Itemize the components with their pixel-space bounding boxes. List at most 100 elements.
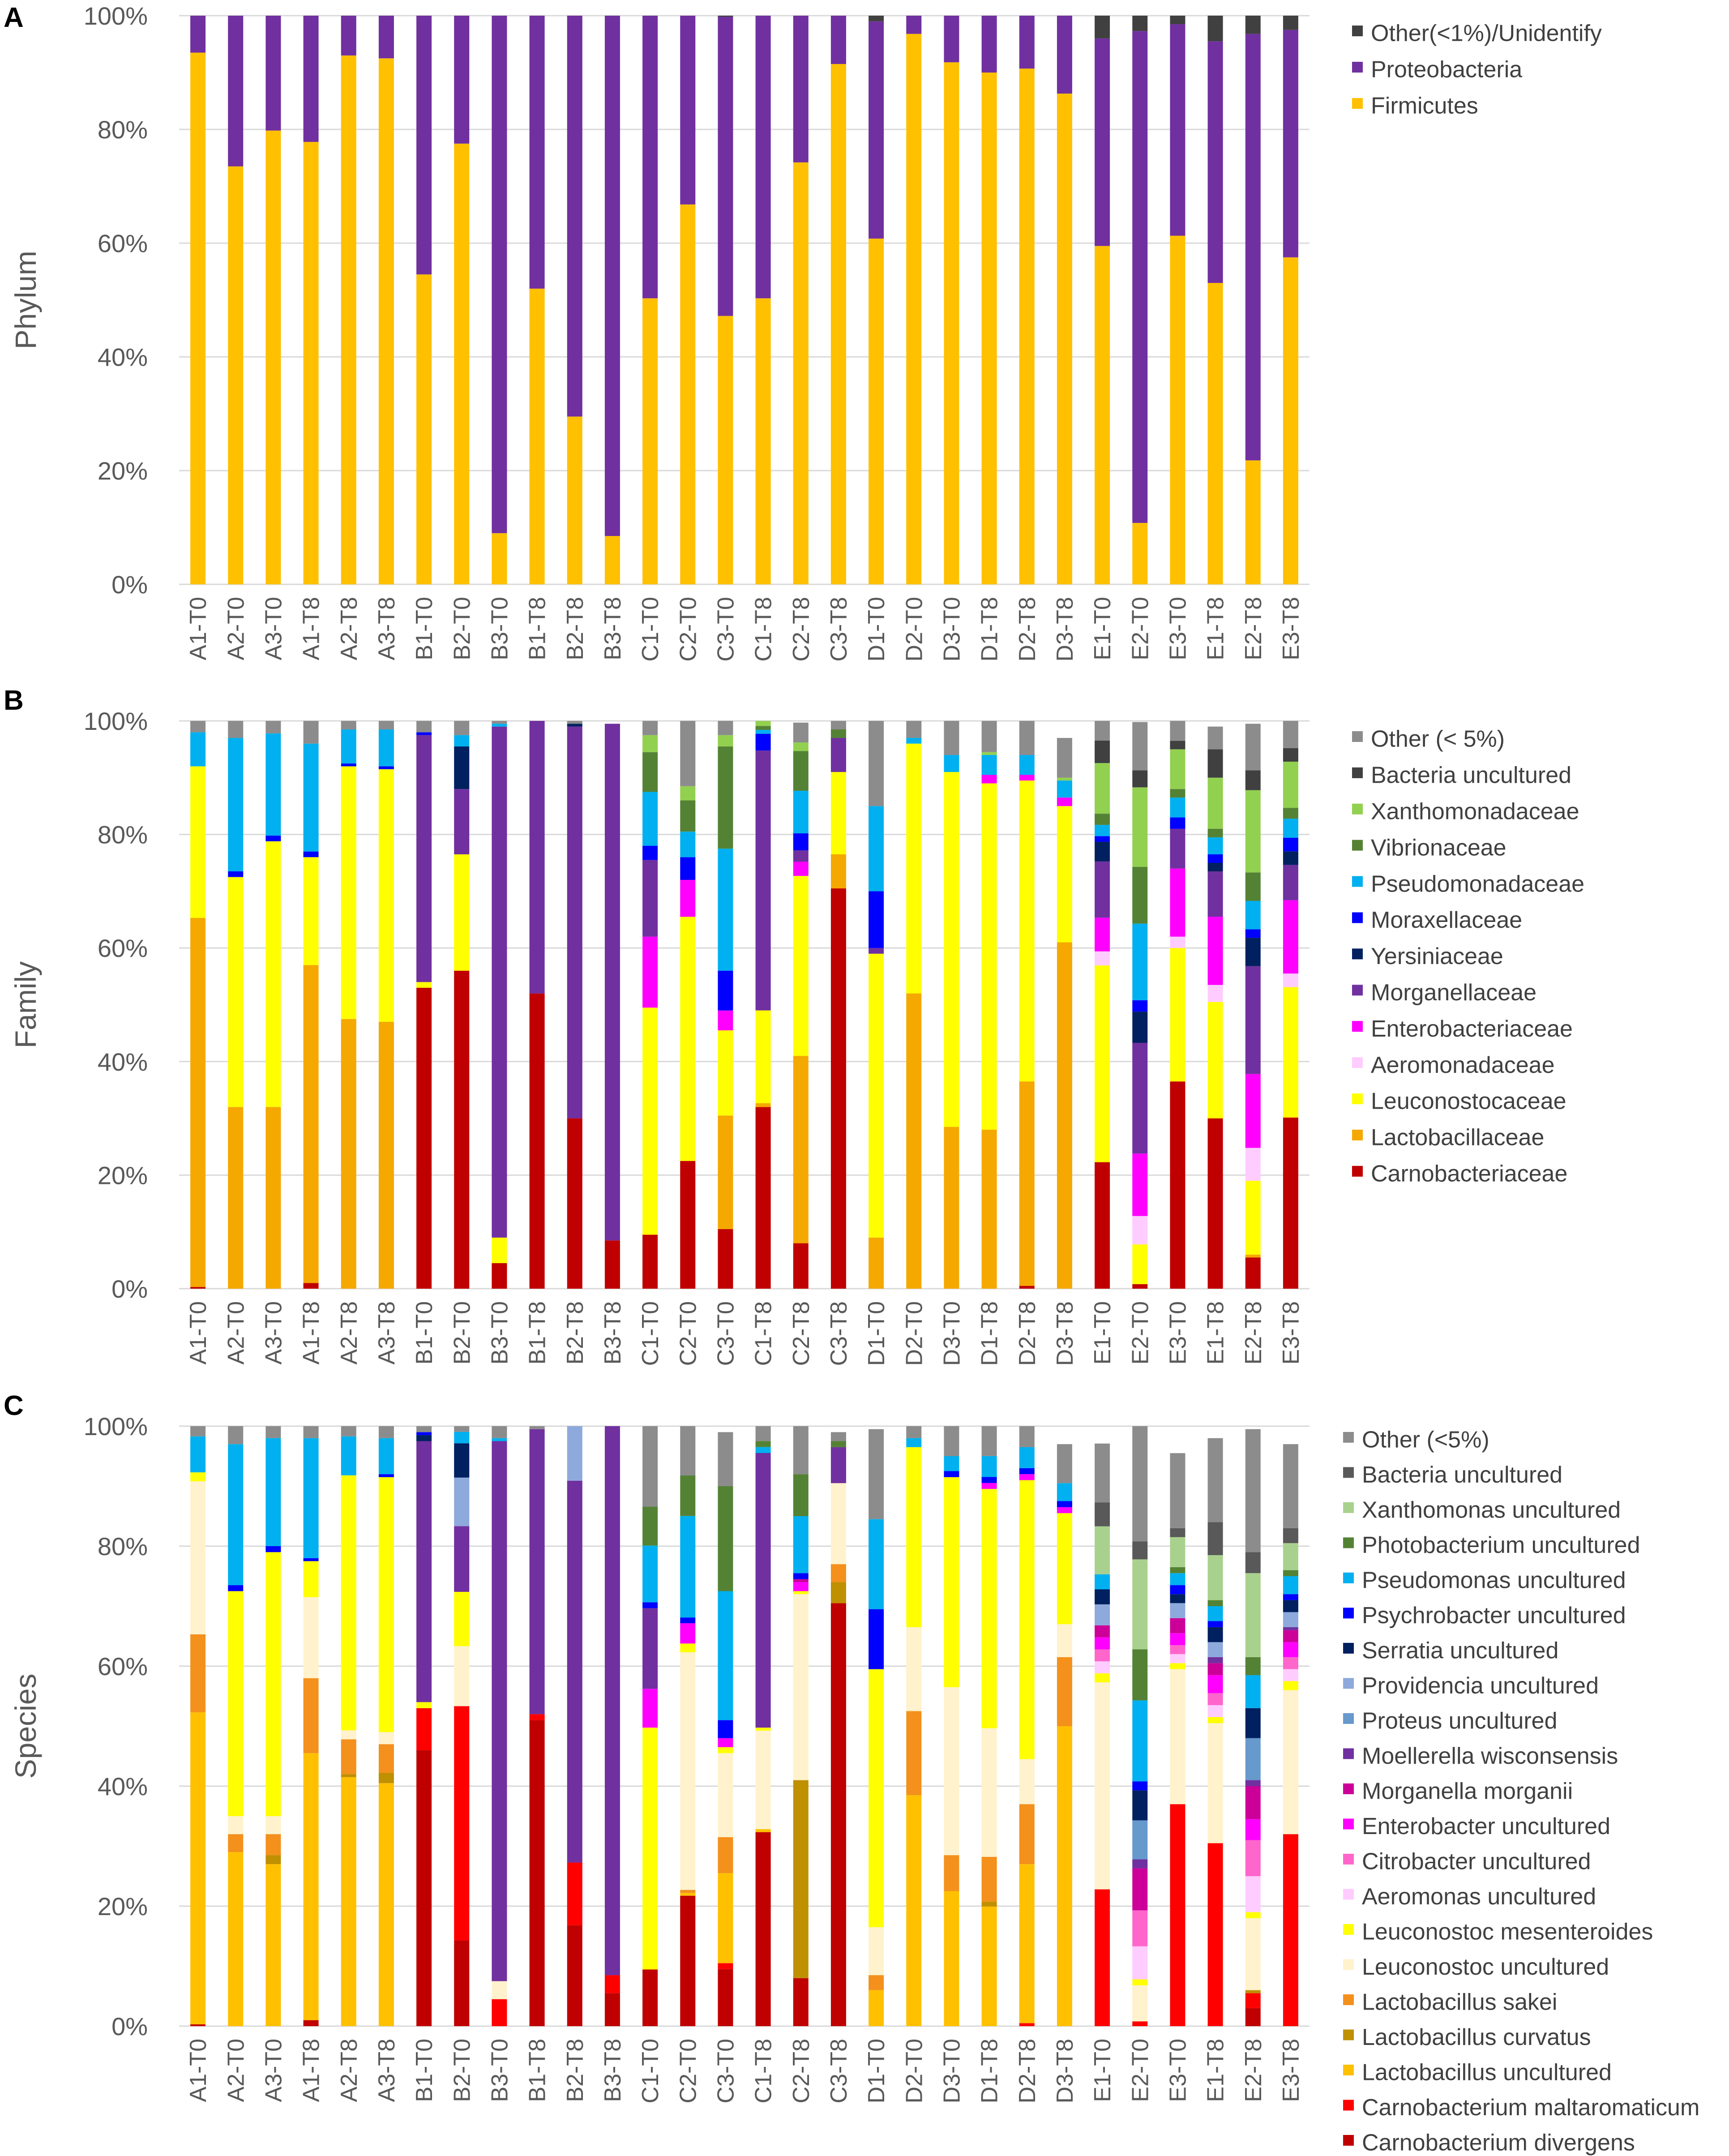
bar-segment [1132,1012,1148,1043]
bar-segment [1132,1244,1148,1284]
bar-segment [1132,523,1148,584]
bar-segment [228,1426,244,1444]
bar-segment [642,792,658,846]
bar-segment [378,721,394,730]
bar-segment [378,729,394,767]
bar-segment [341,1436,356,1475]
bar-segment [1019,755,1035,775]
legend: Other (<5%) Bacteria uncultured Xanthomona… [1343,1427,1699,2156]
legend-label: Other(<1%)/Unidentify [1371,21,1602,47]
bar-segment [1132,1820,1148,1860]
bar-segment [793,833,809,851]
bar-segment [718,1738,733,1747]
bar-segment [1132,1781,1148,1791]
legend-swatch [1343,2100,1354,2111]
bar-segment [303,1561,319,1597]
bar-segment [718,1486,733,1591]
x-tick-label: C3-T0 [713,2039,739,2103]
bar-segment [1170,868,1185,937]
bar-segment [529,1429,545,1715]
bar-segment [869,1609,884,1669]
bar-segment [718,1010,733,1031]
bar-segment [830,721,846,730]
bar-segment [1245,1429,1261,1552]
bar-segment [755,1426,771,1441]
bar-segment [1170,948,1185,1082]
bar-segment [1245,1993,1261,2008]
bar-segment [454,746,470,789]
bar-segment [1170,24,1185,236]
bar-segment [567,1862,582,1925]
bar-segment [642,845,658,860]
bar-segment [190,1481,206,1634]
bar-segment [303,851,319,857]
bar-segment [1207,1663,1223,1676]
x-tick-label: E1-T0 [1090,2039,1116,2102]
bar-segment [341,1426,356,1436]
bar-segment [303,743,319,852]
bar-segment [341,1739,356,1775]
bar-segment [755,1731,771,1829]
bar-segment [755,1107,771,1289]
bar-segment [228,1107,244,1289]
bar-segment [454,735,470,747]
bar-segment [793,1594,809,1780]
x-tick-label: D3-T8 [1052,597,1078,661]
bar-segment [1057,1726,1072,2026]
bar-segment [1132,1700,1148,1782]
bar-segment [906,34,922,584]
bar-segment [1207,1522,1223,1556]
bar-segment [1095,1604,1110,1625]
bar-segment [1207,1705,1223,1717]
bar-segment [642,1608,658,1689]
x-tick-label: B2-T8 [562,597,588,660]
x-tick-label: D2-T0 [901,1301,927,1366]
bar-segment [944,721,959,755]
legend-label: Lactobacillus uncultured [1362,2060,1612,2086]
bar-segment [228,1852,244,2026]
legend-label: Xanthomonas uncultured [1362,1497,1621,1523]
bar-segment [567,16,582,417]
legend-label: Photobacterium uncultured [1362,1532,1640,1558]
bar-segment [830,729,846,738]
x-tick-label: E1-T8 [1203,1301,1229,1365]
bar-segment [944,16,959,63]
bar-segment [755,729,771,734]
bar-segment [1245,1254,1261,1258]
x-tick-label: A2-T8 [336,597,362,660]
bar-segment [869,1975,884,1990]
x-tick-label: C3-T8 [826,597,852,661]
bar-segment [981,1489,997,1728]
bar-segment [1132,923,1148,1000]
bar-segment [454,143,470,584]
bar-segment [869,21,884,239]
bar-segment [1170,936,1185,948]
legend-swatch [1352,731,1363,742]
bar-segment [341,763,356,767]
bar-segment [869,238,884,584]
bar-segment [680,1652,696,1890]
bar-segment [793,1243,809,1289]
bar-segment [981,73,997,584]
bar-segment [1245,34,1261,461]
bar-segment [718,970,733,1011]
bar-segment [830,1432,846,1441]
bar-segment [492,1981,507,1999]
bar-segment [793,1582,809,1591]
bar-segment [830,888,846,1289]
bar-segment [492,533,507,584]
bar-segment [1170,1081,1185,1289]
bar-segment [1170,236,1185,584]
bar-segment [529,288,545,584]
bar-segment [1132,722,1148,771]
bar-segment [1283,973,1298,987]
bar-segment [906,1795,922,2026]
legend-swatch [1352,98,1363,109]
bar-segment [1095,1637,1110,1650]
bar-segment [378,1773,394,1783]
bar-segment [1283,808,1298,819]
bar-segment [680,1890,696,1893]
legend-label: Leuconostocaceae [1371,1089,1566,1114]
bar-segment [1132,1541,1148,1560]
bar-segment [265,1546,281,1552]
